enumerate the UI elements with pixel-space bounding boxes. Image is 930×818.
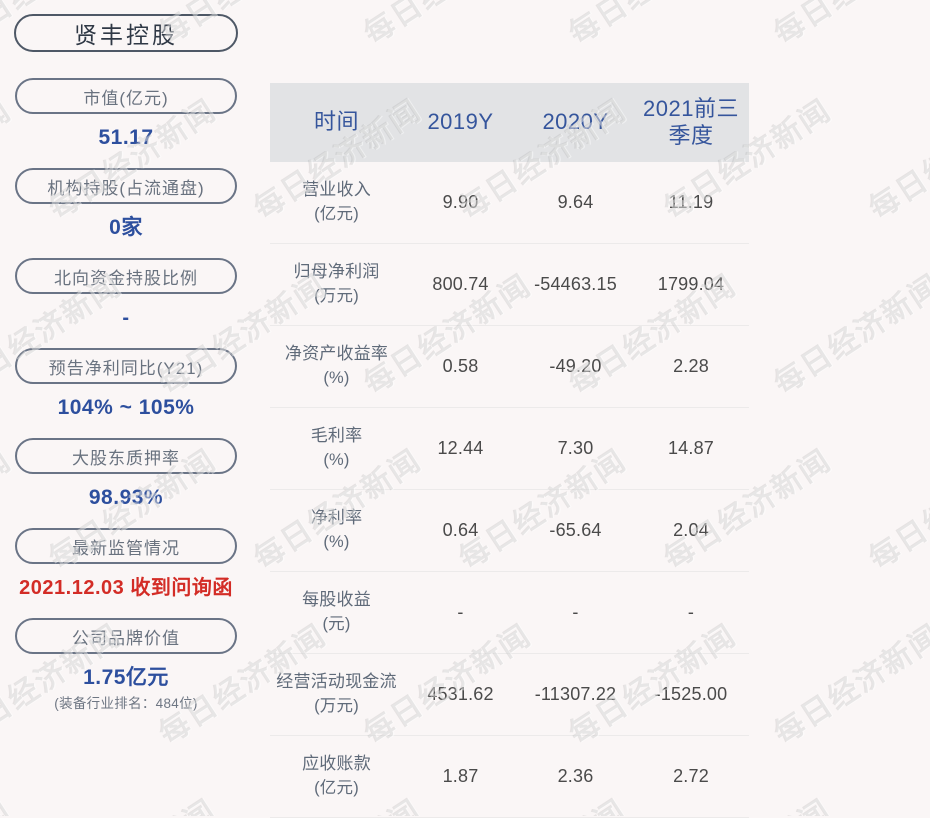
cell-value: - xyxy=(457,602,464,622)
row-label-text: 每股收益 xyxy=(302,590,371,610)
row-label-text: 净资产收益率 xyxy=(284,344,389,364)
metric-value: 98.93% xyxy=(88,486,164,509)
row-label: 应收账款 (亿元) xyxy=(270,736,403,818)
row-label-text: 应收账款 xyxy=(302,754,371,774)
cell-value: - xyxy=(687,602,695,622)
metric-subvalue: (装备行业排名：484位) xyxy=(54,696,198,711)
row-label-text: 经营活动现金流 xyxy=(276,672,397,692)
cell-value: 1799.04 xyxy=(657,274,725,294)
row-unit: (亿元) xyxy=(314,778,359,797)
metric-label-pill: 公司品牌价值 xyxy=(15,618,237,654)
table-header: 时间 2019Y 2020Y 2021前三季度 xyxy=(270,83,749,162)
table-row: 净资产收益率 (%) 0.58 -49.20 2.28 xyxy=(270,326,749,408)
row-label: 归母净利润 (万元) xyxy=(270,244,403,326)
row-label: 净资产收益率 (%) xyxy=(270,326,403,408)
table-body: 营业收入 (亿元) 9.90 9.64 11.19 归母净利润 (万元) 800… xyxy=(270,162,749,818)
row-label: 每股收益 (元) xyxy=(270,572,403,654)
cell-value: 11.19 xyxy=(668,192,714,212)
metric-value: 104% ~ 105% xyxy=(57,396,195,419)
cell-value: 2.72 xyxy=(673,766,709,786)
column-header-2019: 2019Y xyxy=(403,83,518,162)
row-label: 经营活动现金流 (万元) xyxy=(270,654,403,736)
row-label: 毛利率 (%) xyxy=(270,408,403,490)
cell-value: -11307.22 xyxy=(534,684,617,704)
cell-value: 12.44 xyxy=(437,438,484,458)
row-unit: (元) xyxy=(322,614,351,633)
table-row: 归母净利润 (万元) 800.74 -54463.15 1799.04 xyxy=(270,244,749,326)
cell-value: 2.36 xyxy=(557,766,594,786)
cell-value: 800.74 xyxy=(432,274,489,294)
metric-label: 市值(亿元) xyxy=(83,88,169,108)
metric-label-pill: 大股东质押率 xyxy=(15,438,237,474)
metric-value: - xyxy=(122,307,130,329)
cell-value: -65.64 xyxy=(549,520,602,540)
table-row: 营业收入 (亿元) 9.90 9.64 11.19 xyxy=(270,162,749,244)
cell-value: 2.04 xyxy=(673,520,709,540)
metric-northbound-holding: 北向资金持股比例 - xyxy=(0,258,252,331)
row-unit: (万元) xyxy=(314,696,359,715)
metric-label: 最新监管情况 xyxy=(72,538,180,558)
row-label-text: 净利率 xyxy=(310,508,363,528)
metric-brand-value: 公司品牌价值 1.75亿元 (装备行业排名：484位) xyxy=(0,618,252,712)
cell-value: 4531.62 xyxy=(427,684,494,704)
metric-value: 1.75亿元 xyxy=(83,666,169,689)
metric-value: 0家 xyxy=(109,216,143,239)
row-label-text: 毛利率 xyxy=(310,426,363,446)
cell-value: 0.64 xyxy=(442,520,479,540)
row-unit: (%) xyxy=(323,450,350,469)
company-name: 贤丰控股 xyxy=(74,22,178,48)
cell-value: 9.64 xyxy=(557,192,594,212)
metric-label-pill: 最新监管情况 xyxy=(15,528,237,564)
cell-value: 1.87 xyxy=(442,766,479,786)
table-header-row: 时间 2019Y 2020Y 2021前三季度 xyxy=(270,83,749,162)
company-title-pill: 贤丰控股 xyxy=(14,14,238,52)
metrics-sidebar: 贤丰控股 市值(亿元) 51.17 机构持股(占流通盘) 0家 北向资金持股比例… xyxy=(0,0,252,816)
metric-label: 北向资金持股比例 xyxy=(54,268,198,288)
cell-value: -1525.00 xyxy=(654,684,728,704)
row-label-text: 归母净利润 xyxy=(293,262,380,282)
table-row: 每股收益 (元) - - - xyxy=(270,572,749,654)
cell-value: -49.20 xyxy=(549,356,602,376)
cell-value: -54463.15 xyxy=(534,274,617,294)
metric-label-pill: 市值(亿元) xyxy=(15,78,237,114)
row-unit: (万元) xyxy=(314,286,359,305)
metric-label: 预告净利同比(Y21) xyxy=(48,358,204,378)
cell-value: 0.58 xyxy=(442,356,479,376)
metric-market-cap: 市值(亿元) 51.17 xyxy=(0,78,252,151)
table-row: 经营活动现金流 (万元) 4531.62 -11307.22 -1525.00 xyxy=(270,654,749,736)
metric-label: 公司品牌价值 xyxy=(72,628,180,648)
metric-label: 大股东质押率 xyxy=(72,448,180,468)
financial-summary-table: 时间 2019Y 2020Y 2021前三季度 营业收入 (亿元) 9.90 9… xyxy=(270,83,749,818)
metric-label: 机构持股(占流通盘) xyxy=(47,178,205,198)
metric-institutional-holding: 机构持股(占流通盘) 0家 xyxy=(0,168,252,241)
cell-value: 2.28 xyxy=(673,356,709,376)
row-label: 净利率 (%) xyxy=(270,490,403,572)
column-header-2020: 2020Y xyxy=(518,83,633,162)
metric-value: 51.17 xyxy=(98,126,154,149)
row-unit: (亿元) xyxy=(314,204,359,223)
metric-profit-forecast: 预告净利同比(Y21) 104% ~ 105% xyxy=(0,348,252,421)
metric-label-pill: 预告净利同比(Y21) xyxy=(15,348,237,384)
metric-value-alert: 2021.12.03 收到问询函 xyxy=(19,577,233,599)
cell-value: 14.87 xyxy=(667,438,715,458)
column-header-2021q1to3: 2021前三季度 xyxy=(633,83,749,162)
table-row: 毛利率 (%) 12.44 7.30 14.87 xyxy=(270,408,749,490)
cell-value: 9.90 xyxy=(442,192,479,212)
table-row: 净利率 (%) 0.64 -65.64 2.04 xyxy=(270,490,749,572)
cell-value: 7.30 xyxy=(557,438,594,458)
row-unit: (%) xyxy=(323,368,350,387)
table-row: 应收账款 (亿元) 1.87 2.36 2.72 xyxy=(270,736,749,818)
row-label-text: 营业收入 xyxy=(302,180,371,200)
row-unit: (%) xyxy=(323,532,350,551)
row-label: 营业收入 (亿元) xyxy=(270,162,403,244)
column-header-period: 时间 xyxy=(270,83,403,162)
metric-label-pill: 机构持股(占流通盘) xyxy=(15,168,237,204)
metric-label-pill: 北向资金持股比例 xyxy=(15,258,237,294)
metric-pledge-ratio: 大股东质押率 98.93% xyxy=(0,438,252,511)
metric-regulatory-status: 最新监管情况 2021.12.03 收到问询函 xyxy=(0,528,252,601)
cell-value: - xyxy=(572,602,579,622)
